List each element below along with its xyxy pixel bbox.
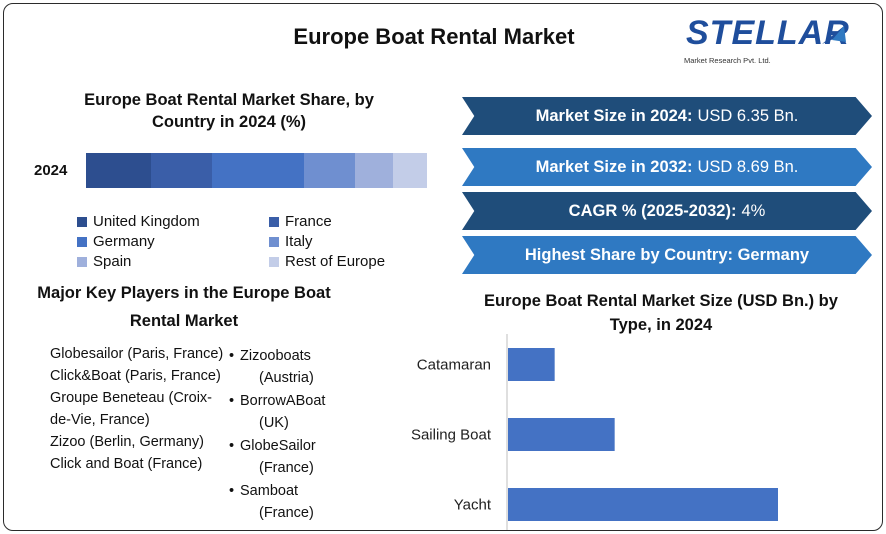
stacked-share-bar xyxy=(86,153,427,188)
key-player-name: Samboat xyxy=(240,483,299,499)
key-player-item: • GlobeSailor (France) xyxy=(229,435,359,479)
bullet-icon: • xyxy=(229,483,235,499)
share-chart-title: Europe Boat Rental Market Share, by Coun… xyxy=(84,91,374,131)
stack-segment-rest-of-europe xyxy=(392,153,427,188)
key-player-item: • BorrowABoat (UK) xyxy=(229,390,359,434)
bar-sailing-boat xyxy=(508,418,615,451)
stack-segment-germany xyxy=(212,153,305,188)
legend-label: Germany xyxy=(93,233,155,250)
metric-banner: Market Size in 2032: USD 8.69 Bn. xyxy=(462,148,872,186)
legend-swatch xyxy=(77,256,87,267)
metric-banner: Highest Share by Country: Germany xyxy=(462,236,872,274)
legend-swatch xyxy=(269,216,279,227)
key-player-name: GlobeSailor xyxy=(240,438,316,454)
bar-yacht xyxy=(508,488,778,521)
legend-item-italy: Italy xyxy=(269,233,313,250)
metric-banner: CAGR % (2025-2032): 4% xyxy=(462,192,872,230)
legend-label: Rest of Europe xyxy=(285,253,386,270)
key-players-title: Major Key Players in the Europe Boat Ren… xyxy=(37,284,331,330)
key-player-name: Zizooboats xyxy=(240,348,311,364)
metric-value: 4% xyxy=(741,201,766,220)
legend-swatch xyxy=(77,216,87,227)
category-label-sailing-boat: Sailing Boat xyxy=(411,427,492,444)
metric-banner: Market Size in 2024: USD 6.35 Bn. xyxy=(462,97,872,135)
metric-value: USD 8.69 Bn. xyxy=(697,157,799,176)
key-player-location: (France) xyxy=(259,460,314,476)
stack-segment-united-kingdom xyxy=(86,153,151,188)
stellar-logo: STELLAR Market Research Pvt. Ltd. xyxy=(682,10,872,70)
legend-label: United Kingdom xyxy=(93,213,200,230)
legend-item-france: France xyxy=(269,213,332,230)
key-player-location: (UK) xyxy=(259,415,289,431)
legend-label: Spain xyxy=(93,253,132,270)
key-player-item: Click&Boat (Paris, France) xyxy=(50,368,221,384)
legend-swatch xyxy=(269,256,279,267)
legend-swatch xyxy=(77,236,87,247)
key-player-item: Zizoo (Berlin, Germany) xyxy=(50,434,204,450)
legend-item-germany: Germany xyxy=(77,233,155,250)
key-player-location: (France) xyxy=(259,505,314,521)
key-players-column-1: Globesailor (Paris, France) Click&Boat (P… xyxy=(50,343,225,475)
key-player-item: Click and Boat (France) xyxy=(50,456,203,472)
key-player-item: Groupe Beneteau (Croix-de-Vie, France) xyxy=(50,390,212,428)
key-player-name: BorrowABoat xyxy=(240,393,326,409)
type-chart-title: Europe Boat Rental Market Size (USD Bn.)… xyxy=(484,292,838,334)
legend-swatch xyxy=(269,236,279,247)
category-label-catamaran: Catamaran xyxy=(417,357,491,374)
legend-item-rest-of-europe: Rest of Europe xyxy=(269,253,385,270)
legend-item-spain: Spain xyxy=(77,253,131,270)
metric-label: Highest Share by Country: Germany xyxy=(524,245,810,264)
bullet-icon: • xyxy=(229,348,235,364)
legend-item-united-kingdom: United Kingdom xyxy=(77,213,200,230)
type-bar-chart-svg: Catamaran Sailing Boat Yacht xyxy=(411,334,778,530)
metric-label: Market Size in 2024: xyxy=(535,106,693,125)
key-player-location: (Austria) xyxy=(259,370,314,386)
logo-subtitle: Market Research Pvt. Ltd. xyxy=(684,56,771,65)
bullet-icon: • xyxy=(229,438,235,454)
metric-value: USD 6.35 Bn. xyxy=(697,106,799,125)
infographic-frame: Europe Boat Rental Market STELLAR Market… xyxy=(3,3,883,531)
stack-segment-italy xyxy=(304,153,356,188)
key-player-item: • Zizooboats (Austria) xyxy=(229,345,359,389)
stack-segment-france xyxy=(150,153,213,188)
key-player-item: • Samboat (France) xyxy=(229,480,359,524)
stack-category-label: 2024 xyxy=(34,162,68,179)
page-title: Europe Boat Rental Market xyxy=(293,24,575,49)
category-label-yacht: Yacht xyxy=(454,497,492,514)
metric-label: CAGR % (2025-2032): xyxy=(568,201,737,220)
stack-segment-spain xyxy=(355,153,393,188)
legend-label: Italy xyxy=(285,233,313,250)
type-bar-chart: Catamaran Sailing Boat Yacht xyxy=(394,334,824,530)
logo-arrow-icon xyxy=(822,26,846,44)
metric-label: Market Size in 2032: xyxy=(535,157,693,176)
key-players-column-2: • Zizooboats (Austria) • BorrowABoat (UK) • Glo… xyxy=(229,345,359,525)
legend-label: France xyxy=(285,213,332,230)
key-player-item: Globesailor (Paris, France) xyxy=(50,346,224,362)
bar-catamaran xyxy=(508,348,555,381)
logo-wordmark: STELLAR xyxy=(686,14,850,52)
bullet-icon: • xyxy=(229,393,235,409)
